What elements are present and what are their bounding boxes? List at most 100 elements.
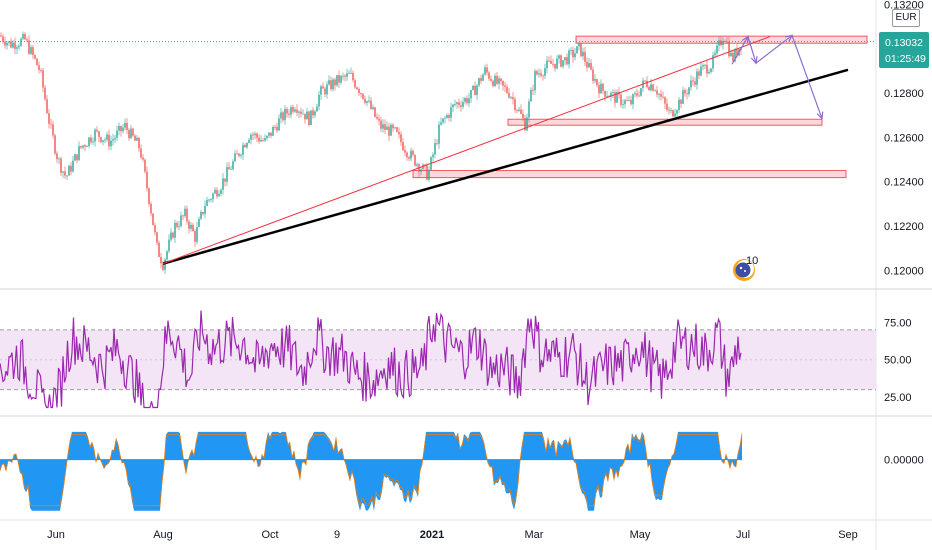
candle-body	[160, 256, 162, 264]
candle-body	[284, 109, 286, 121]
candle-body	[690, 80, 692, 88]
candle-body	[604, 90, 606, 97]
candle-body	[384, 124, 386, 130]
projection-path	[731, 34, 824, 120]
candle-body	[616, 91, 618, 103]
candle-body	[588, 63, 590, 68]
candle-body	[116, 130, 118, 138]
candle-body	[158, 242, 160, 257]
candle-body	[148, 188, 150, 204]
price-axis[interactable]: 0.13200 0.12800 0.12600 0.12400 0.12200 0.120…	[884, 0, 924, 467]
candle-body	[244, 144, 246, 148]
candle-body	[222, 178, 224, 190]
candle-body	[544, 68, 546, 76]
candle-body	[466, 98, 468, 104]
price-tick-label: 0.12200	[884, 221, 924, 233]
candle-body	[644, 80, 646, 82]
rsi-tick-label: 75.00	[884, 317, 912, 329]
candle-body	[726, 41, 728, 43]
candle-body	[530, 89, 532, 102]
candle-body	[64, 171, 66, 176]
candle-body	[20, 38, 22, 46]
candle-body	[310, 110, 312, 126]
candle-body	[130, 128, 132, 139]
projection-arrowhead	[785, 34, 794, 42]
candle-body	[428, 169, 430, 180]
candle-body	[142, 157, 144, 160]
candle-body	[502, 80, 504, 86]
candle-body	[528, 101, 530, 118]
candle-body	[204, 205, 206, 214]
candle-body	[22, 34, 24, 39]
candle-body	[524, 118, 526, 131]
candle-body	[264, 138, 266, 141]
candle-body	[536, 71, 538, 75]
candle-body	[584, 51, 586, 62]
price-pane[interactable]: 10	[0, 31, 876, 281]
candle-body	[420, 169, 422, 172]
candle-body	[92, 141, 94, 143]
candle-body	[134, 135, 136, 141]
candle-body	[478, 78, 480, 86]
price-tick-label: 0.13200	[884, 0, 924, 11]
candle-body	[512, 97, 514, 100]
candle-body	[4, 41, 6, 46]
candle-body	[522, 113, 524, 119]
candle-body	[550, 60, 552, 64]
candle-body	[224, 178, 226, 182]
candle-body	[16, 47, 18, 49]
candle-body	[624, 100, 626, 105]
candle-body	[342, 75, 344, 77]
candle-body	[702, 65, 704, 67]
candle-body	[556, 58, 558, 69]
candle-body	[154, 225, 156, 233]
indicator-badge-icon[interactable]: 10	[733, 255, 758, 281]
candle-body	[28, 40, 30, 54]
candle-body	[448, 115, 450, 118]
candle-body	[236, 153, 238, 155]
candle-body	[300, 111, 302, 114]
candle-body	[492, 80, 494, 87]
candle-body	[454, 104, 456, 105]
candle-body	[436, 143, 438, 144]
rsi-pane[interactable]	[0, 310, 876, 409]
time-tick-label: Oct	[261, 529, 278, 541]
candle-body	[392, 124, 394, 129]
oscillator-pane[interactable]	[0, 431, 743, 511]
candle-body	[504, 85, 506, 87]
candle-body	[490, 78, 492, 81]
candle-body	[90, 137, 92, 143]
candle-body	[676, 110, 678, 114]
candle-body	[450, 107, 452, 118]
candle-body	[298, 111, 300, 113]
candle-body	[208, 199, 210, 201]
candle-body	[362, 93, 364, 99]
candle-body	[144, 159, 146, 172]
candle-body	[108, 134, 110, 147]
candle-body	[132, 128, 134, 136]
trendlines	[162, 36, 849, 265]
candle-body	[206, 199, 208, 206]
candles	[0, 31, 742, 274]
candle-body	[532, 89, 534, 91]
candle-body	[266, 135, 268, 139]
candle-body	[274, 126, 276, 128]
candle-body	[526, 117, 528, 131]
candle-body	[602, 83, 604, 91]
rsi-tick-label: 25.00	[884, 392, 912, 404]
currency-label[interactable]: EUR	[892, 9, 920, 27]
trendline	[162, 36, 771, 265]
candle-body	[290, 107, 292, 115]
candle-body	[374, 107, 376, 117]
candle-body	[360, 93, 362, 94]
candle-body	[124, 122, 126, 128]
candle-body	[496, 75, 498, 84]
candle-body	[126, 122, 128, 130]
candle-body	[260, 139, 262, 142]
candle-body	[386, 126, 388, 130]
time-axis[interactable]: Jun Aug Oct 9 2021 Mar May Jul Sep	[47, 529, 858, 541]
candle-body	[106, 134, 108, 140]
candle-body	[88, 137, 90, 147]
candle-body	[184, 208, 186, 216]
